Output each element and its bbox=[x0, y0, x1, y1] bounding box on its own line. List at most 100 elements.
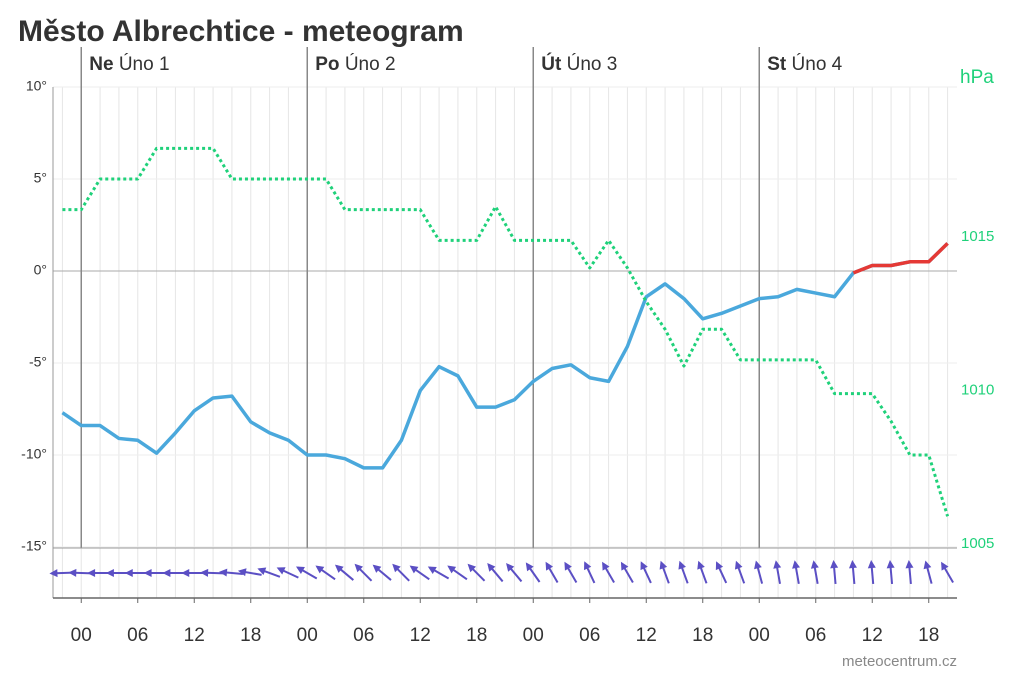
wind-arrow bbox=[237, 568, 262, 577]
wind-arrow-head bbox=[181, 569, 190, 577]
wind-arrow bbox=[315, 565, 336, 581]
wind-arrow-head bbox=[105, 569, 114, 577]
pressure-line bbox=[62, 146, 950, 517]
y-tick-label: 10° bbox=[26, 78, 47, 94]
wind-arrow bbox=[810, 560, 819, 585]
day-label: St Úno 4 bbox=[767, 53, 842, 75]
wind-arrow-head bbox=[467, 563, 477, 573]
weekday: Po bbox=[315, 54, 339, 75]
source: meteocentrum.cz bbox=[842, 653, 957, 670]
wind-arrow-head bbox=[392, 563, 401, 573]
wind-arrow-head bbox=[295, 566, 305, 574]
y-tick-label: 0° bbox=[34, 262, 47, 278]
wind-arrow bbox=[427, 566, 450, 580]
wind-arrow-head bbox=[715, 561, 724, 571]
wind-arrow bbox=[506, 563, 523, 583]
wind-arrow-head bbox=[487, 563, 496, 572]
x-tick-label: 00 bbox=[749, 625, 770, 646]
x-tick-label: 12 bbox=[636, 625, 657, 646]
y-tick-label: -5° bbox=[29, 354, 47, 370]
wind-arrow bbox=[487, 563, 504, 583]
wind-arrow-head bbox=[905, 560, 914, 569]
wind-arrow bbox=[734, 560, 746, 584]
x-tick-label: 06 bbox=[127, 625, 148, 646]
wind-arrow-head bbox=[867, 560, 876, 569]
wind-arrow bbox=[200, 568, 225, 577]
x-tick-label: 00 bbox=[297, 625, 318, 646]
weekday: St bbox=[767, 54, 787, 75]
wind-arrow bbox=[354, 563, 373, 582]
wind-arrow-head bbox=[734, 560, 743, 570]
wind-arrow bbox=[773, 560, 782, 585]
wind-arrow-head bbox=[409, 565, 419, 574]
x-tick-label: 12 bbox=[862, 625, 883, 646]
wind-arrow-head bbox=[372, 564, 382, 573]
wind-arrow bbox=[678, 560, 689, 584]
wind-arrow-head bbox=[87, 569, 96, 577]
wind-arrow-head bbox=[810, 560, 819, 569]
wind-arrow-head bbox=[200, 568, 209, 577]
wind-arrow bbox=[276, 567, 299, 579]
wind-arrow bbox=[409, 565, 430, 581]
day-label: Po Úno 2 bbox=[315, 53, 395, 75]
wind-arrow-head bbox=[506, 563, 515, 572]
wind-arrow bbox=[218, 568, 243, 577]
wind-arrow-head bbox=[659, 560, 668, 570]
wind-arrow-head bbox=[584, 561, 592, 571]
wind-arrow-head bbox=[276, 567, 286, 575]
wind-arrow-head bbox=[602, 561, 610, 571]
x-tick-label: 18 bbox=[918, 625, 939, 646]
wind-arrow-head bbox=[315, 565, 325, 574]
temperature-line-above-zero bbox=[852, 242, 949, 275]
wind-arrow bbox=[372, 564, 392, 581]
wind-arrow bbox=[602, 561, 615, 584]
wind-arrow-head bbox=[792, 560, 800, 569]
wind-arrow-head bbox=[564, 561, 572, 571]
wind-arrow-head bbox=[525, 562, 534, 572]
wind-arrow bbox=[584, 561, 596, 584]
y2-axis-label: hPa bbox=[960, 67, 994, 88]
date: Úno 2 bbox=[345, 53, 396, 75]
wind-arrow bbox=[715, 561, 728, 584]
wind-arrow bbox=[334, 564, 354, 581]
wind-arrow-head bbox=[640, 561, 648, 571]
wind-arrow bbox=[941, 561, 954, 584]
wind-arrow bbox=[830, 560, 839, 585]
wind-arrow-head bbox=[334, 564, 344, 573]
wind-arrow-head bbox=[830, 560, 839, 569]
x-tick-label: 12 bbox=[410, 625, 431, 646]
chart-title: Město Albrechtice - meteogram bbox=[18, 15, 464, 48]
wind-arrow-head bbox=[143, 569, 152, 577]
wind-arrow-head bbox=[923, 560, 932, 570]
wind-arrow-head bbox=[354, 563, 364, 573]
wind-arrow bbox=[257, 567, 281, 578]
wind-arrow bbox=[792, 560, 800, 585]
wind-arrow-head bbox=[68, 568, 77, 577]
x-tick-label: 06 bbox=[353, 625, 374, 646]
x-tick-label: 00 bbox=[523, 625, 544, 646]
wind-arrow bbox=[848, 560, 857, 585]
x-tick-label: 06 bbox=[805, 625, 826, 646]
wind-arrow bbox=[447, 565, 468, 581]
wind-arrow bbox=[905, 560, 914, 585]
wind-arrow-head bbox=[697, 560, 705, 570]
wind-arrow-head bbox=[848, 560, 857, 569]
date: Úno 4 bbox=[792, 53, 843, 75]
temperature-line bbox=[61, 242, 949, 470]
wind-arrow-head bbox=[237, 568, 247, 577]
x-tick-label: 18 bbox=[692, 625, 713, 646]
wind-arrow-head bbox=[257, 567, 267, 576]
weekday: Ne bbox=[89, 54, 113, 75]
wind-arrow bbox=[923, 560, 933, 584]
wind-arrow bbox=[640, 561, 652, 584]
wind-arrow bbox=[659, 560, 670, 584]
day-label: Út Úno 3 bbox=[541, 53, 617, 75]
wind-arrow-head bbox=[49, 569, 58, 578]
y2-tick-label: 1005 bbox=[961, 535, 994, 552]
wind-arrow-head bbox=[773, 560, 782, 569]
y2-tick-label: 1015 bbox=[961, 228, 994, 245]
wind-arrow-head bbox=[678, 560, 686, 570]
x-tick-label: 06 bbox=[579, 625, 600, 646]
wind-arrow-head bbox=[124, 569, 133, 577]
